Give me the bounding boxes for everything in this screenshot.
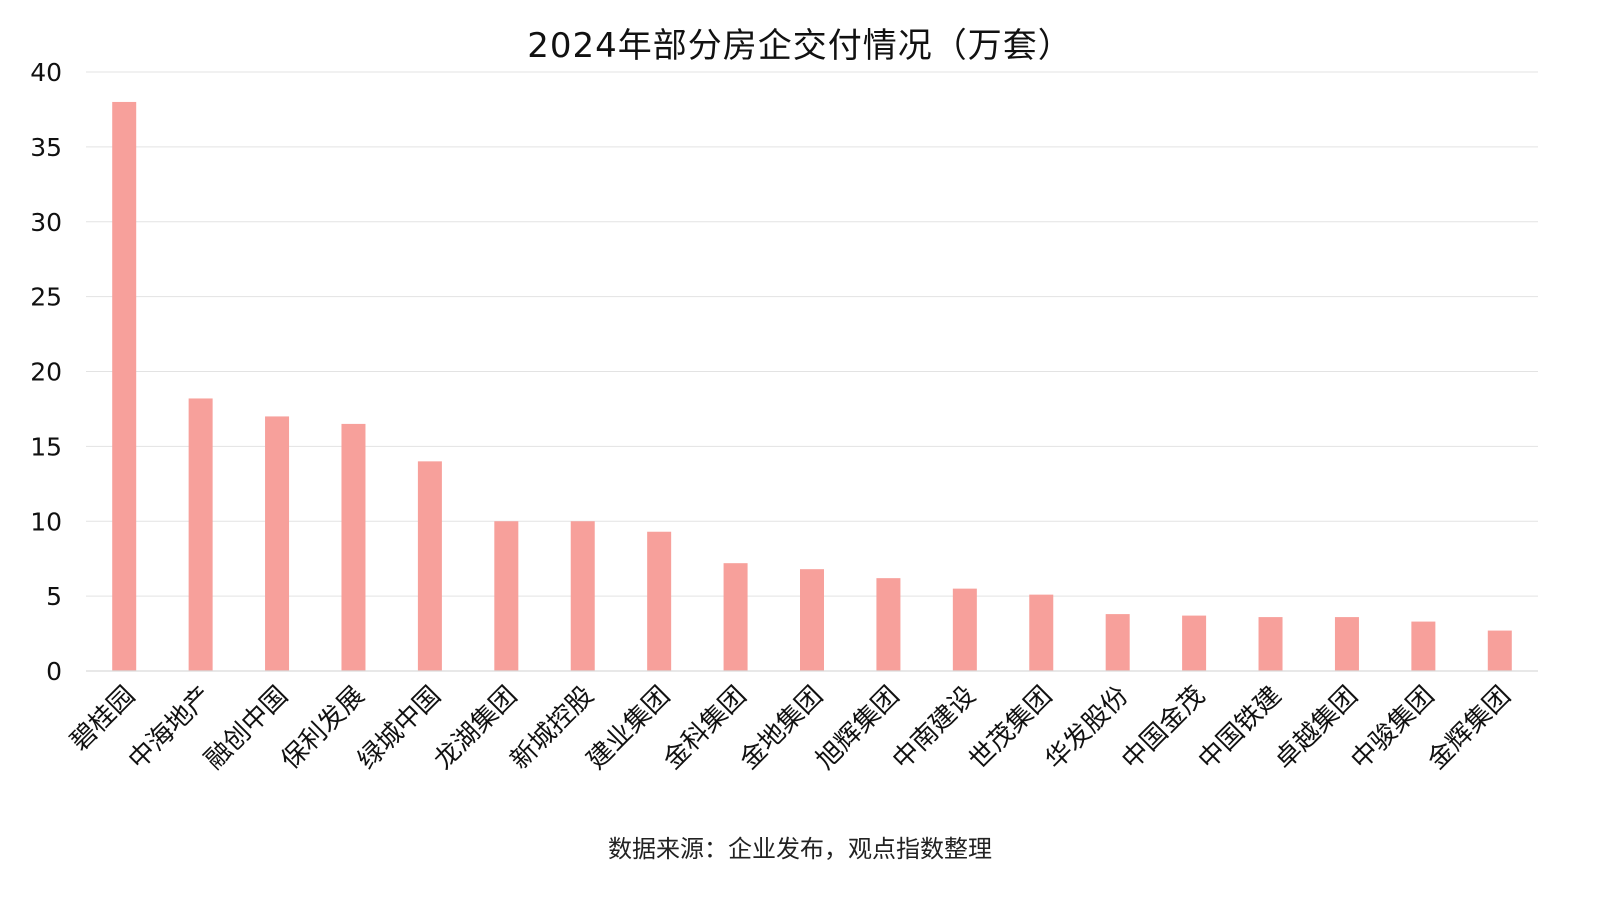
x-tick-label: 融创中国 xyxy=(199,681,294,776)
x-tick-label: 华发股份 xyxy=(1040,681,1135,776)
gridlines xyxy=(86,71,1538,597)
bar-7 xyxy=(647,531,672,671)
bars xyxy=(112,101,1512,671)
y-tick-label: 5 xyxy=(46,582,62,611)
x-tick-label: 保利发展 xyxy=(276,681,371,776)
x-tick-label: 世茂集团 xyxy=(963,681,1058,776)
y-tick-label: 30 xyxy=(30,208,62,237)
bar-8 xyxy=(723,563,748,671)
bar-10 xyxy=(876,578,901,671)
y-tick-label: 20 xyxy=(30,358,62,387)
x-tick-label: 建业集团 xyxy=(581,681,676,776)
x-tick-label: 旭辉集团 xyxy=(811,681,906,776)
bar-12 xyxy=(1029,594,1054,671)
bar-11 xyxy=(952,588,977,671)
x-tick-label: 金辉集团 xyxy=(1422,681,1517,776)
bar-17 xyxy=(1411,621,1436,671)
bar-14 xyxy=(1182,615,1207,671)
y-tick-label: 15 xyxy=(30,432,62,461)
x-tick-label: 金地集团 xyxy=(734,681,829,776)
y-axis-ticks: 0 5 10 15 20 25 30 35 40 xyxy=(30,58,62,686)
x-tick-label: 中国铁建 xyxy=(1193,681,1288,776)
bar-9 xyxy=(800,569,824,671)
x-tick-label: 中南建设 xyxy=(887,681,982,776)
x-tick-label: 新城控股 xyxy=(505,681,600,776)
x-tick-label: 龙湖集团 xyxy=(429,681,524,776)
y-tick-label: 40 xyxy=(30,58,62,87)
bar-0 xyxy=(112,101,137,671)
y-tick-label: 0 xyxy=(46,657,62,686)
x-tick-label: 金科集团 xyxy=(658,681,753,776)
bar-1 xyxy=(188,398,213,671)
x-tick-label: 碧桂园 xyxy=(65,681,141,757)
x-tick-label: 绿城中国 xyxy=(352,681,447,776)
x-axis-ticks: 碧桂园中海地产融创中国保利发展绿城中国龙湖集团新城控股建业集团金科集团金地集团旭… xyxy=(65,681,1517,776)
bar-16 xyxy=(1334,617,1359,671)
x-tick-label: 中骏集团 xyxy=(1346,681,1441,776)
x-tick-label: 卓越集团 xyxy=(1269,681,1364,776)
bar-3 xyxy=(341,423,366,671)
x-tick-label: 中国金茂 xyxy=(1116,681,1211,776)
bar-15 xyxy=(1258,617,1283,671)
bar-4 xyxy=(417,461,442,671)
y-tick-label: 25 xyxy=(30,283,62,312)
bar-2 xyxy=(265,416,290,671)
chart-title: 2024年部分房企交付情况（万套） xyxy=(527,26,1073,66)
bar-5 xyxy=(494,521,519,671)
source-note: 数据来源：企业发布，观点指数整理 xyxy=(608,835,992,863)
y-tick-label: 10 xyxy=(30,507,62,536)
bar-6 xyxy=(570,521,595,671)
bar-13 xyxy=(1105,614,1130,671)
x-tick-label: 中海地产 xyxy=(123,681,218,776)
y-tick-label: 35 xyxy=(30,133,62,162)
bar-18 xyxy=(1487,630,1512,671)
